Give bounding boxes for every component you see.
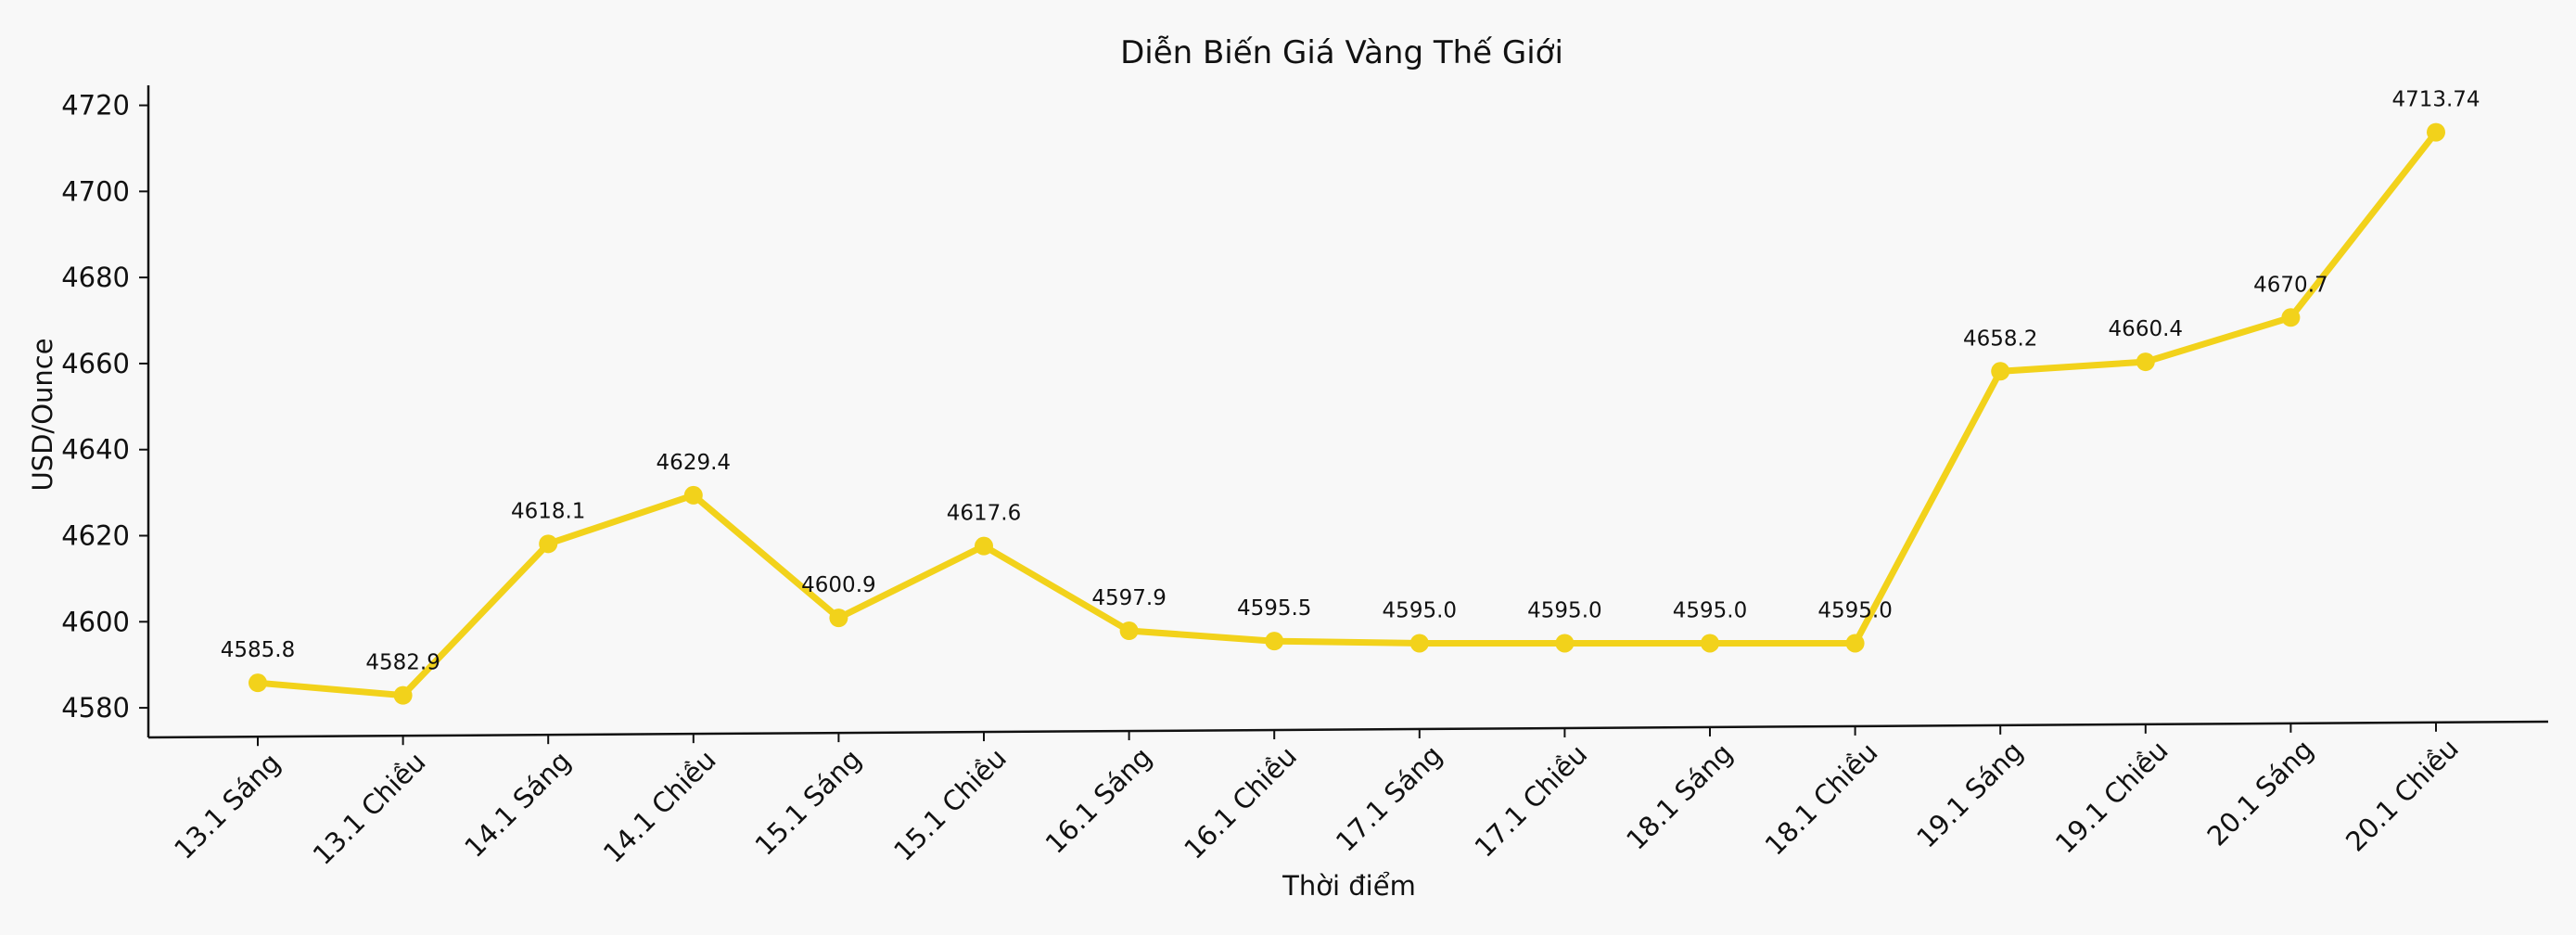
x-tick-label: 13.1 Chiều xyxy=(307,746,432,871)
y-tick-label: 4600 xyxy=(61,606,130,637)
x-tick-label: 18.1 Chiều xyxy=(1759,736,1884,862)
data-point-label: 4629.4 xyxy=(657,451,731,475)
series-gold-price: 4585.8 4582.9 4618.1 4629.4 4600.9 4617.6 4597… xyxy=(221,88,2480,705)
y-tick-label: 4620 xyxy=(61,520,130,552)
data-point-marker xyxy=(1555,634,1575,653)
data-point-marker xyxy=(249,673,267,693)
x-tick-label: 16.1 Chiều xyxy=(1178,740,1303,865)
series-line xyxy=(254,129,2440,699)
data-point-label: 4713.74 xyxy=(2391,88,2480,112)
x-tick-label: 19.1 Sáng xyxy=(1910,736,2029,854)
y-tick-label: 4660 xyxy=(61,348,130,379)
x-tick-label: 14.1 Chiều xyxy=(597,744,722,869)
x-tick-label: 15.1 Chiều xyxy=(887,742,1013,867)
data-point-marker xyxy=(539,534,558,554)
x-tick-label: 17.1 Sáng xyxy=(1330,739,1448,858)
chart-title: Diễn Biến Giá Vàng Thế Giới xyxy=(1120,34,1563,71)
data-point-marker xyxy=(975,536,993,556)
data-point-label: 4597.9 xyxy=(1091,586,1166,610)
x-axis-line xyxy=(147,720,2549,739)
data-point-marker xyxy=(1991,362,2010,381)
x-tick-label: 16.1 Sáng xyxy=(1039,741,1158,860)
data-point-marker xyxy=(2427,122,2445,142)
data-point-label: 4595.0 xyxy=(1817,598,1892,622)
y-axis-label: USD/Ounce xyxy=(27,338,58,491)
data-point-label: 4658.2 xyxy=(1963,327,2037,351)
data-point-label: 4670.7 xyxy=(2253,273,2327,297)
x-tick-label: 15.1 Sáng xyxy=(749,743,868,862)
x-tick-label: 19.1 Chiều xyxy=(2049,735,2174,860)
data-point-marker xyxy=(393,685,413,705)
y-tick-label: 4640 xyxy=(61,434,130,466)
data-point-marker xyxy=(1119,621,1139,641)
x-axis-label: Thời điểm xyxy=(1282,870,1416,902)
data-point-label: 4595.5 xyxy=(1237,596,1311,621)
x-tick-label: 18.1 Sáng xyxy=(1620,737,1739,856)
data-point-label: 4617.6 xyxy=(947,502,1021,526)
data-point-marker xyxy=(1409,634,1429,653)
x-tick-label: 14.1 Sáng xyxy=(458,745,577,864)
x-axis-ticks: 13.1 Sáng 13.1 Chiều 14.1 Sáng 14.1 Chiều 15… xyxy=(168,722,2465,871)
data-point-marker xyxy=(1265,632,1284,651)
data-point-marker xyxy=(2136,352,2155,372)
data-point-marker xyxy=(2281,308,2301,327)
data-point-marker xyxy=(1701,634,1719,653)
y-tick-label: 4700 xyxy=(61,175,130,207)
data-point-label: 4582.9 xyxy=(365,651,440,675)
data-point-marker xyxy=(1845,634,1865,653)
data-point-marker xyxy=(829,608,848,628)
data-point-label: 4600.9 xyxy=(801,573,875,597)
x-tick-label: 17.1 Chiều xyxy=(1469,738,1594,864)
y-tick-label: 4580 xyxy=(61,692,130,724)
data-point-label: 4595.0 xyxy=(1673,598,1747,622)
x-tick-label: 20.1 Sáng xyxy=(2201,734,2320,852)
data-point-label: 4595.0 xyxy=(1383,598,1457,622)
y-tick-label: 4720 xyxy=(61,90,130,122)
data-point-marker xyxy=(683,485,703,505)
x-tick-label: 13.1 Sáng xyxy=(168,747,287,865)
data-point-label: 4618.1 xyxy=(511,499,585,523)
data-point-label: 4595.0 xyxy=(1527,598,1601,622)
y-tick-label: 4680 xyxy=(61,262,130,293)
y-axis-ticks: 4580 4600 4620 4640 4660 4680 4700 4720 xyxy=(61,90,148,724)
x-tick-label: 20.1 Chiều xyxy=(2340,733,2465,858)
data-point-label: 4660.4 xyxy=(2109,317,2183,341)
data-point-label: 4585.8 xyxy=(221,638,295,662)
